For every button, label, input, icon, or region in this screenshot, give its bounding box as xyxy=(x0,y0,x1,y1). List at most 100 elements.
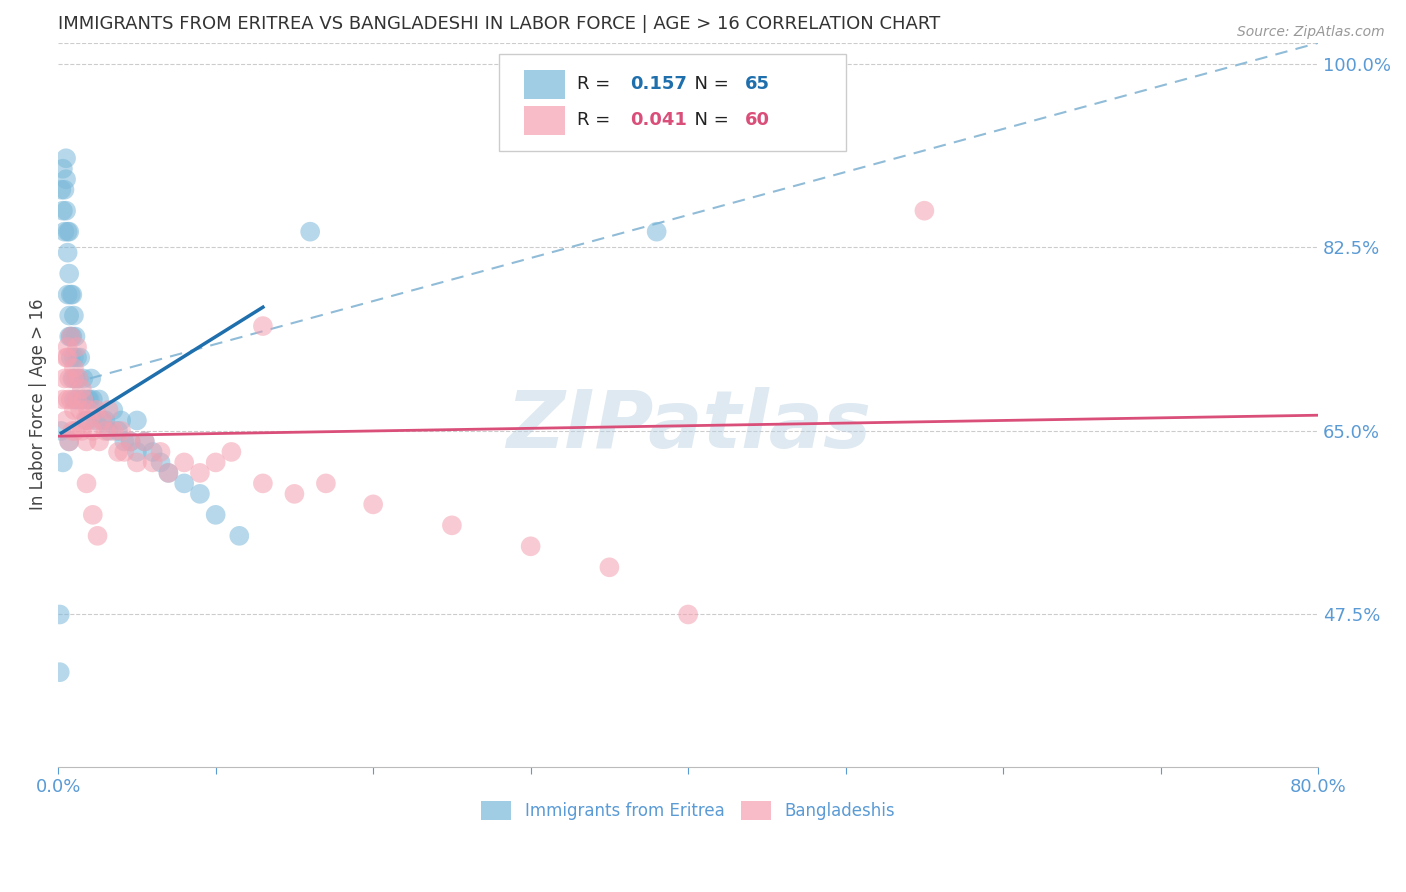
Point xyxy=(66,340,89,354)
Point xyxy=(59,351,82,365)
Point xyxy=(84,413,107,427)
Point xyxy=(63,371,86,385)
Point xyxy=(69,403,91,417)
Text: 60: 60 xyxy=(745,112,770,129)
Point xyxy=(79,392,101,407)
Point xyxy=(52,161,75,176)
Point xyxy=(134,434,156,449)
Text: 0.041: 0.041 xyxy=(630,112,688,129)
Point xyxy=(73,392,96,407)
Point xyxy=(97,403,120,417)
Point xyxy=(56,351,79,365)
Point xyxy=(252,319,274,334)
Point xyxy=(142,445,165,459)
Point xyxy=(67,371,90,385)
Point xyxy=(52,392,75,407)
Point xyxy=(63,392,86,407)
Point xyxy=(84,403,107,417)
Point xyxy=(56,340,79,354)
Point xyxy=(120,434,142,449)
Point xyxy=(58,309,80,323)
Point xyxy=(110,413,132,427)
Point xyxy=(79,413,101,427)
Point xyxy=(149,445,172,459)
Point xyxy=(56,287,79,301)
Point xyxy=(157,466,180,480)
Point xyxy=(912,203,935,218)
Text: 0.157: 0.157 xyxy=(630,75,688,93)
Point xyxy=(63,403,86,417)
Text: 65: 65 xyxy=(745,75,770,93)
Point xyxy=(103,424,125,438)
Point xyxy=(283,487,305,501)
Bar xyxy=(524,70,565,99)
Point xyxy=(204,508,226,522)
Point xyxy=(56,245,79,260)
Point xyxy=(173,476,195,491)
Point xyxy=(59,329,82,343)
Point xyxy=(52,455,75,469)
Point xyxy=(53,225,76,239)
Point xyxy=(221,445,243,459)
Point xyxy=(66,351,89,365)
Point xyxy=(72,392,94,407)
Point xyxy=(598,560,620,574)
Point xyxy=(299,225,322,239)
Point xyxy=(120,434,142,449)
Point xyxy=(188,466,211,480)
Point xyxy=(51,424,73,438)
Point xyxy=(676,607,699,622)
Point xyxy=(48,665,70,680)
Point xyxy=(204,455,226,469)
Point xyxy=(65,329,87,343)
Point xyxy=(361,497,384,511)
Point xyxy=(94,413,117,427)
Point xyxy=(66,392,89,407)
Point xyxy=(125,455,148,469)
Point xyxy=(73,413,96,427)
Point xyxy=(65,424,87,438)
Point xyxy=(48,607,70,622)
Point xyxy=(58,329,80,343)
Point xyxy=(87,392,110,407)
Point xyxy=(157,466,180,480)
Point xyxy=(72,371,94,385)
Point xyxy=(56,392,79,407)
Point xyxy=(97,424,120,438)
Text: ZIPatlas: ZIPatlas xyxy=(506,387,870,466)
Point xyxy=(87,434,110,449)
Point xyxy=(69,351,91,365)
Point xyxy=(60,287,83,301)
Point xyxy=(82,424,104,438)
Point xyxy=(91,413,114,427)
Point xyxy=(112,445,135,459)
Point xyxy=(91,413,114,427)
Point xyxy=(70,392,93,407)
Point xyxy=(645,225,668,239)
Point xyxy=(103,403,125,417)
Point xyxy=(228,529,250,543)
Point xyxy=(58,371,80,385)
Point xyxy=(60,371,83,385)
Point xyxy=(94,424,117,438)
Point xyxy=(440,518,463,533)
Point xyxy=(70,424,93,438)
Point xyxy=(55,172,77,186)
Text: N =: N = xyxy=(683,75,734,93)
Point xyxy=(58,434,80,449)
Point xyxy=(58,225,80,239)
Point xyxy=(125,445,148,459)
Point xyxy=(76,434,98,449)
Point xyxy=(134,434,156,449)
Point xyxy=(315,476,337,491)
Point xyxy=(55,203,77,218)
Text: R =: R = xyxy=(578,112,616,129)
Point xyxy=(55,151,77,165)
Point xyxy=(82,508,104,522)
Point xyxy=(77,403,100,417)
Point xyxy=(63,309,86,323)
Point xyxy=(59,392,82,407)
Point xyxy=(80,371,103,385)
Point xyxy=(63,351,86,365)
Y-axis label: In Labor Force | Age > 16: In Labor Force | Age > 16 xyxy=(30,299,46,510)
